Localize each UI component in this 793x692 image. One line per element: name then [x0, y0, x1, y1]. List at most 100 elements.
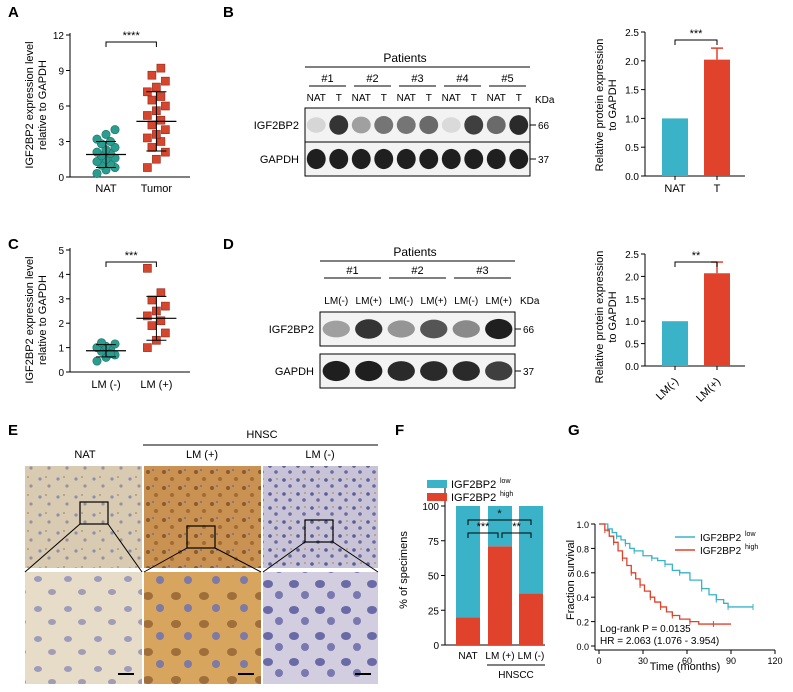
group-label: HNSC	[246, 429, 277, 441]
x-tick-label: 0	[596, 656, 601, 666]
scatter-point	[147, 95, 157, 105]
scatter-point	[161, 125, 170, 134]
kda-label: KDa	[520, 296, 540, 307]
scatter-point	[92, 134, 102, 144]
panel-d-bar: Relative protein expression to GAPDH 0.0…	[585, 232, 793, 407]
legend-sup-high: high	[500, 491, 513, 498]
y-tick-label: 2.5	[625, 28, 639, 39]
ylabel-line2: to GAPDH	[607, 291, 619, 342]
sig-bracket	[105, 261, 157, 267]
panel-letter-b: B	[223, 4, 234, 21]
kda-value: 37	[538, 155, 550, 166]
stat-hr: HR = 2.063 (1.076 - 3.954)	[600, 636, 719, 647]
scatter-point	[92, 356, 102, 366]
blot-band	[419, 148, 439, 170]
sig-bracket	[105, 41, 157, 47]
ihc-images: HNSC NAT LM (+) LM (-)	[24, 429, 379, 684]
blot-band	[464, 115, 484, 135]
blot-band	[452, 361, 480, 381]
scatter-point	[156, 63, 166, 73]
patient-id: #2	[366, 73, 378, 85]
lane-label: NAT	[397, 93, 416, 104]
sig-label: **	[692, 250, 701, 262]
blot-band	[396, 116, 416, 134]
western-blot-d: Patients #1 #2 #3 LM(-) LM(+) LM(-) LM(+) LM(-)…	[269, 245, 540, 389]
blot-band	[464, 148, 484, 170]
y-tick-label: 1.0	[625, 317, 639, 328]
y-tick-label: 2.5	[625, 250, 639, 261]
y-tick-label: 6	[58, 102, 64, 113]
scatter-point	[156, 137, 166, 146]
lane-label: LM(+)	[486, 296, 512, 307]
scatter-point	[143, 311, 152, 321]
panel-f: F % of specimens 0 25 50 75 100 NAT LM (+) LM (…	[385, 420, 555, 687]
scatter-point	[110, 339, 120, 349]
y-tick-label: 2	[58, 319, 64, 330]
panel-b: B Patients #1 #2 #3 #4 #5 NAT T NAT T NAT T NAT T NAT…	[215, 0, 585, 215]
ihc-nat-zoom	[25, 572, 142, 684]
lane-label: LM(+)	[421, 296, 447, 307]
stat-logrank: Log-rank P = 0.0135	[600, 624, 691, 635]
y-tick-label: 5	[58, 246, 64, 257]
patients-label: Patients	[383, 51, 426, 65]
y-tick-label: 1	[58, 344, 64, 355]
blot-band	[419, 115, 439, 135]
blot-band	[322, 320, 350, 338]
kda-value: 66	[523, 325, 535, 336]
legend-label-high: IGF2BP2	[451, 492, 496, 504]
kda-label: KDa	[535, 95, 555, 106]
scatter-point	[161, 76, 170, 86]
blot-band	[374, 116, 394, 134]
bar	[704, 59, 730, 177]
scatter-point	[92, 168, 102, 178]
scatter-point	[161, 101, 170, 111]
patient-id: #4	[456, 73, 468, 85]
lane-label: NAT	[307, 93, 326, 104]
blot-band	[485, 361, 513, 381]
scatter-point	[143, 133, 152, 143]
blot-band	[420, 319, 448, 339]
xlabel: Time (months)	[650, 661, 721, 673]
blot-band	[486, 148, 506, 170]
y-tick-label: 0.5	[625, 143, 639, 154]
lane-label: NAT	[442, 93, 461, 104]
y-tick-label: 2.0	[625, 272, 639, 283]
sig-label: ****	[123, 30, 141, 42]
blot-band	[329, 115, 349, 135]
y-tick-label: 25	[428, 606, 440, 617]
survival-curve	[599, 523, 731, 625]
blot-band	[355, 319, 383, 339]
scatter-point	[147, 321, 157, 330]
patient-id: #3	[476, 265, 488, 277]
y-tick-label: 3	[58, 138, 64, 149]
panel-letter-c: C	[8, 236, 19, 253]
legend-swatch-high	[427, 493, 447, 501]
lane-label: LM(+)	[356, 296, 382, 307]
blot-band	[387, 361, 415, 381]
group-label: HNSCC	[498, 670, 534, 681]
x-category-label: LM(-)	[654, 376, 681, 403]
blot-band	[509, 115, 529, 135]
y-tick-label: 1.0	[576, 520, 589, 530]
sig-bracket	[674, 39, 718, 45]
scatter-point	[161, 301, 170, 311]
legend-sup-low: low	[500, 478, 511, 485]
y-tick-label: 0	[433, 641, 439, 652]
y-tick-label: 0.0	[576, 642, 589, 652]
scatter-point	[152, 82, 161, 92]
blot-band	[452, 320, 480, 338]
y-tick-label: 2.0	[625, 57, 639, 68]
sig-bracket	[674, 261, 718, 267]
panel-letter-e: E	[8, 422, 19, 439]
lane-label: T	[516, 93, 522, 104]
y-tick-label: 0.0	[625, 362, 639, 373]
x-category-label: LM (-)	[518, 651, 545, 662]
sig-bracket	[467, 532, 499, 538]
sig-label: **	[512, 521, 521, 533]
scatter-point	[147, 143, 157, 152]
scatter-point	[110, 142, 120, 152]
y-tick-label: 0.5	[625, 340, 639, 351]
ylabel: Fraction survival	[565, 540, 577, 620]
ihc-lm-pos-zoom	[144, 572, 261, 684]
x-category-label: NAT	[95, 183, 116, 195]
